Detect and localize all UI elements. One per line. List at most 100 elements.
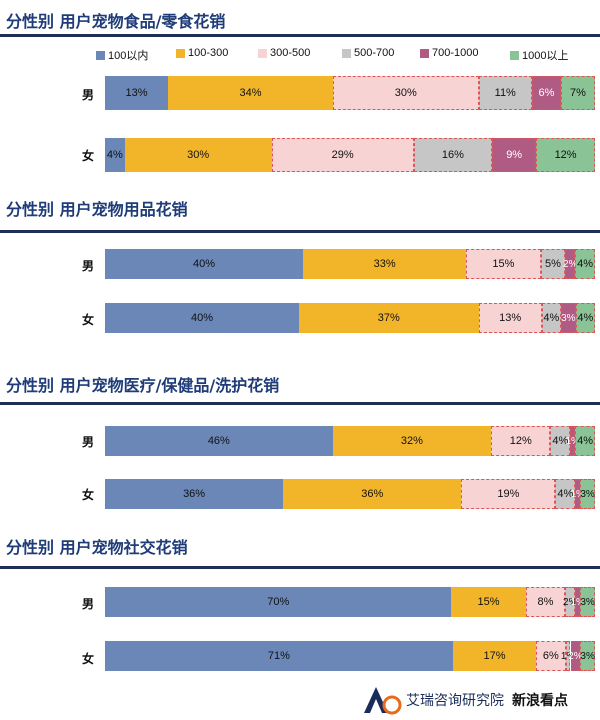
brand-mark: 新浪看点: [512, 693, 568, 709]
data-label: 2%: [563, 596, 578, 608]
legend-item: 700-1000: [420, 47, 479, 59]
chart-title: 分性别 用户宠物医疗/保健品/洗护花销: [6, 376, 280, 395]
data-label: 70%: [267, 596, 290, 608]
legend-item: 100-300: [176, 47, 228, 59]
seg-300-500: 12%: [491, 426, 551, 456]
seg-100-300: 34%: [168, 76, 333, 110]
data-label: 34%: [239, 87, 262, 99]
seg-500-700: 1%: [561, 641, 575, 671]
chart-section-food: 分性别 用户宠物食品/零食花销 100以内 100-300 300-500 50…: [0, 0, 600, 190]
data-label: 13%: [499, 312, 522, 324]
legend-label: 100-300: [188, 47, 229, 59]
data-label: 71%: [267, 650, 290, 662]
legend-item: 300-500: [258, 47, 310, 59]
seg-100-300: 36%: [283, 479, 462, 509]
legend-label: 1000以上: [522, 50, 569, 62]
seg-300-500: 13%: [478, 303, 542, 333]
row-label-female: 女: [82, 652, 95, 666]
data-label: 17%: [483, 650, 506, 662]
iresearch-logo: 艾瑞咨询研究院 新浪看点: [362, 684, 594, 716]
data-label: 12%: [554, 149, 577, 161]
seg-100-under: 36%: [105, 479, 284, 509]
seg-300-500: 6%: [536, 641, 566, 671]
stacked-bar-male: 70% 15% 8% 2% 1% 3%: [105, 587, 595, 617]
data-label: 5%: [544, 258, 561, 270]
chart-section-medical: 分性别 用户宠物医疗/保健品/洗护花销 男 46% 32% 12% 4% 1% 4% 女 …: [0, 360, 600, 530]
data-label: 12%: [509, 435, 532, 447]
stacked-bar-male: 46% 32% 12% 4% 1% 4%: [105, 426, 595, 456]
data-label: 1%: [560, 650, 576, 662]
legend-item: 500-700: [342, 47, 394, 59]
seg-500-700: 16%: [413, 138, 493, 172]
seg-1000-over: 3%: [580, 641, 595, 671]
data-label: 3%: [561, 312, 576, 324]
data-label: 4%: [106, 149, 123, 161]
legend: 100以内 100-300 300-500 500-700 700-1000 1…: [80, 47, 600, 63]
seg-100-under: 46%: [105, 426, 333, 456]
legend-swatch: [176, 48, 185, 58]
row-label-female: 女: [82, 313, 95, 327]
stacked-bar-female: 71% 17% 6% 1% 2% 3%: [105, 641, 595, 671]
seg-100-300: 33%: [302, 249, 467, 279]
data-label: 36%: [361, 488, 384, 500]
legend-swatch: [96, 50, 105, 60]
stacked-bar-female: 4% 30% 29% 16% 9% 12%: [105, 138, 595, 172]
data-label: 36%: [183, 488, 206, 500]
legend-swatch: [420, 48, 429, 58]
seg-100-300: 30%: [124, 138, 272, 172]
seg-700-1000: 9%: [492, 138, 537, 172]
data-label: 6%: [542, 650, 559, 662]
seg-1000-over: 4%: [575, 426, 595, 456]
chart-title: 分性别 用户宠物社交花销: [6, 538, 188, 557]
seg-100-300: 37%: [299, 303, 479, 333]
data-label: 2%: [568, 650, 583, 662]
seg-300-500: 15%: [466, 249, 541, 279]
row-label-male: 男: [82, 597, 95, 611]
seg-1000-over: 12%: [536, 138, 595, 172]
seg-100-under: 71%: [105, 641, 453, 671]
data-label: 9%: [506, 149, 523, 161]
seg-300-500: 8%: [525, 587, 566, 617]
data-label: 3%: [580, 650, 595, 662]
seg-300-500: 19%: [461, 479, 556, 509]
seg-500-700: 4%: [550, 426, 571, 456]
seg-1000-over: 3%: [580, 587, 595, 617]
seg-700-1000: 1%: [566, 426, 580, 456]
logo-text: 艾瑞咨询研究院: [406, 693, 504, 709]
legend-label: 700-1000: [432, 47, 479, 59]
stacked-bar-female: 36% 36% 19% 4% 1% 3%: [105, 479, 595, 509]
legend-swatch: [258, 48, 267, 58]
seg-100-under: 4%: [105, 138, 125, 172]
data-label: 4%: [577, 258, 594, 270]
title-rule: [0, 230, 600, 233]
seg-300-500: 29%: [271, 138, 414, 172]
data-label: 13%: [125, 87, 148, 99]
data-label: 4%: [577, 435, 594, 447]
seg-700-1000: 2%: [568, 641, 583, 671]
data-label: 4%: [577, 312, 594, 324]
row-label-female: 女: [82, 149, 95, 163]
stacked-bar-male: 40% 33% 15% 5% 2% 4%: [105, 249, 595, 279]
seg-1000-over: 4%: [575, 303, 595, 333]
data-label: 1%: [565, 435, 580, 447]
data-label: 4%: [552, 435, 569, 447]
row-label-male: 男: [82, 259, 95, 273]
data-label: 2%: [563, 258, 578, 270]
seg-100-300: 15%: [451, 587, 526, 617]
seg-100-under: 40%: [105, 249, 303, 279]
data-label: 15%: [492, 258, 515, 270]
data-label: 8%: [537, 596, 554, 608]
legend-label: 100以内: [108, 50, 149, 62]
seg-700-1000: 1%: [570, 587, 585, 617]
data-label: 30%: [394, 87, 417, 99]
chart-section-supplies: 分性别 用户宠物用品花销 男 40% 33% 15% 5% 2% 4% 女 40% 37% 1…: [0, 190, 600, 360]
seg-700-1000: 6%: [531, 76, 562, 110]
row-label-male: 男: [82, 435, 95, 449]
seg-100-300: 32%: [332, 426, 492, 456]
legend-label: 500-700: [354, 47, 395, 59]
data-label: 1%: [570, 488, 585, 500]
row-label-male: 男: [82, 88, 95, 102]
seg-700-1000: 1%: [570, 479, 585, 509]
data-label: 32%: [400, 435, 423, 447]
legend-item: 100以内: [96, 47, 148, 63]
